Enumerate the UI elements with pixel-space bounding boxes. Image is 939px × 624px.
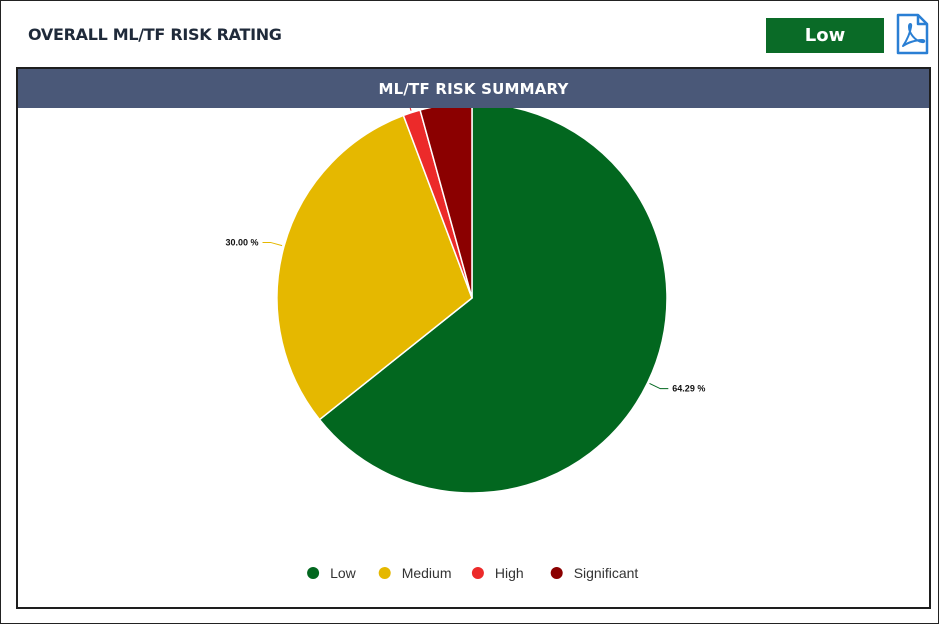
leader-line-medium xyxy=(262,241,283,247)
risk-rating-badge: Low xyxy=(766,18,884,53)
legend-item-significant[interactable]: Significant xyxy=(550,565,639,581)
chart-legend: Low Medium High Significant xyxy=(307,565,638,581)
slice-label-medium: 30.00 % xyxy=(225,237,258,247)
legend-marker-medium xyxy=(378,567,391,579)
legend-marker-high xyxy=(471,567,484,579)
pdf-icon xyxy=(896,13,929,55)
legend-item-high[interactable]: High xyxy=(471,565,524,581)
risk-summary-panel: ML/TF RISK SUMMARY 64.29 %30.00 %1.43 %4… xyxy=(16,67,931,609)
leader-line-low xyxy=(649,383,669,390)
legend-marker-low xyxy=(307,567,320,579)
pie-slice-low[interactable] xyxy=(318,108,668,494)
slice-label-low: 64.29 % xyxy=(672,384,705,394)
pie-chart: 64.29 %30.00 %1.43 %4.29 % LowMediumHigh… xyxy=(225,108,705,581)
page-title: OVERALL ML/TF RISK RATING xyxy=(28,25,282,44)
legend-label-significant: Significant xyxy=(574,565,639,581)
legend-label-high: High xyxy=(495,565,524,581)
leader-line-high xyxy=(409,108,412,111)
legend-label-low: Low xyxy=(330,565,357,581)
legend-item-low[interactable]: Low xyxy=(307,565,357,581)
legend-item-medium[interactable]: Medium xyxy=(378,565,452,581)
legend-label-medium: Medium xyxy=(402,565,452,581)
pdf-export-button[interactable] xyxy=(894,13,930,55)
pie-labels: 64.29 %30.00 %1.43 %4.29 % xyxy=(225,108,705,394)
pie-slices xyxy=(276,108,668,494)
panel-header: ML/TF RISK SUMMARY xyxy=(18,69,929,108)
pie-slice-medium[interactable] xyxy=(276,114,473,421)
legend-marker-significant xyxy=(550,567,563,579)
pie-slice-significant[interactable] xyxy=(419,108,473,299)
